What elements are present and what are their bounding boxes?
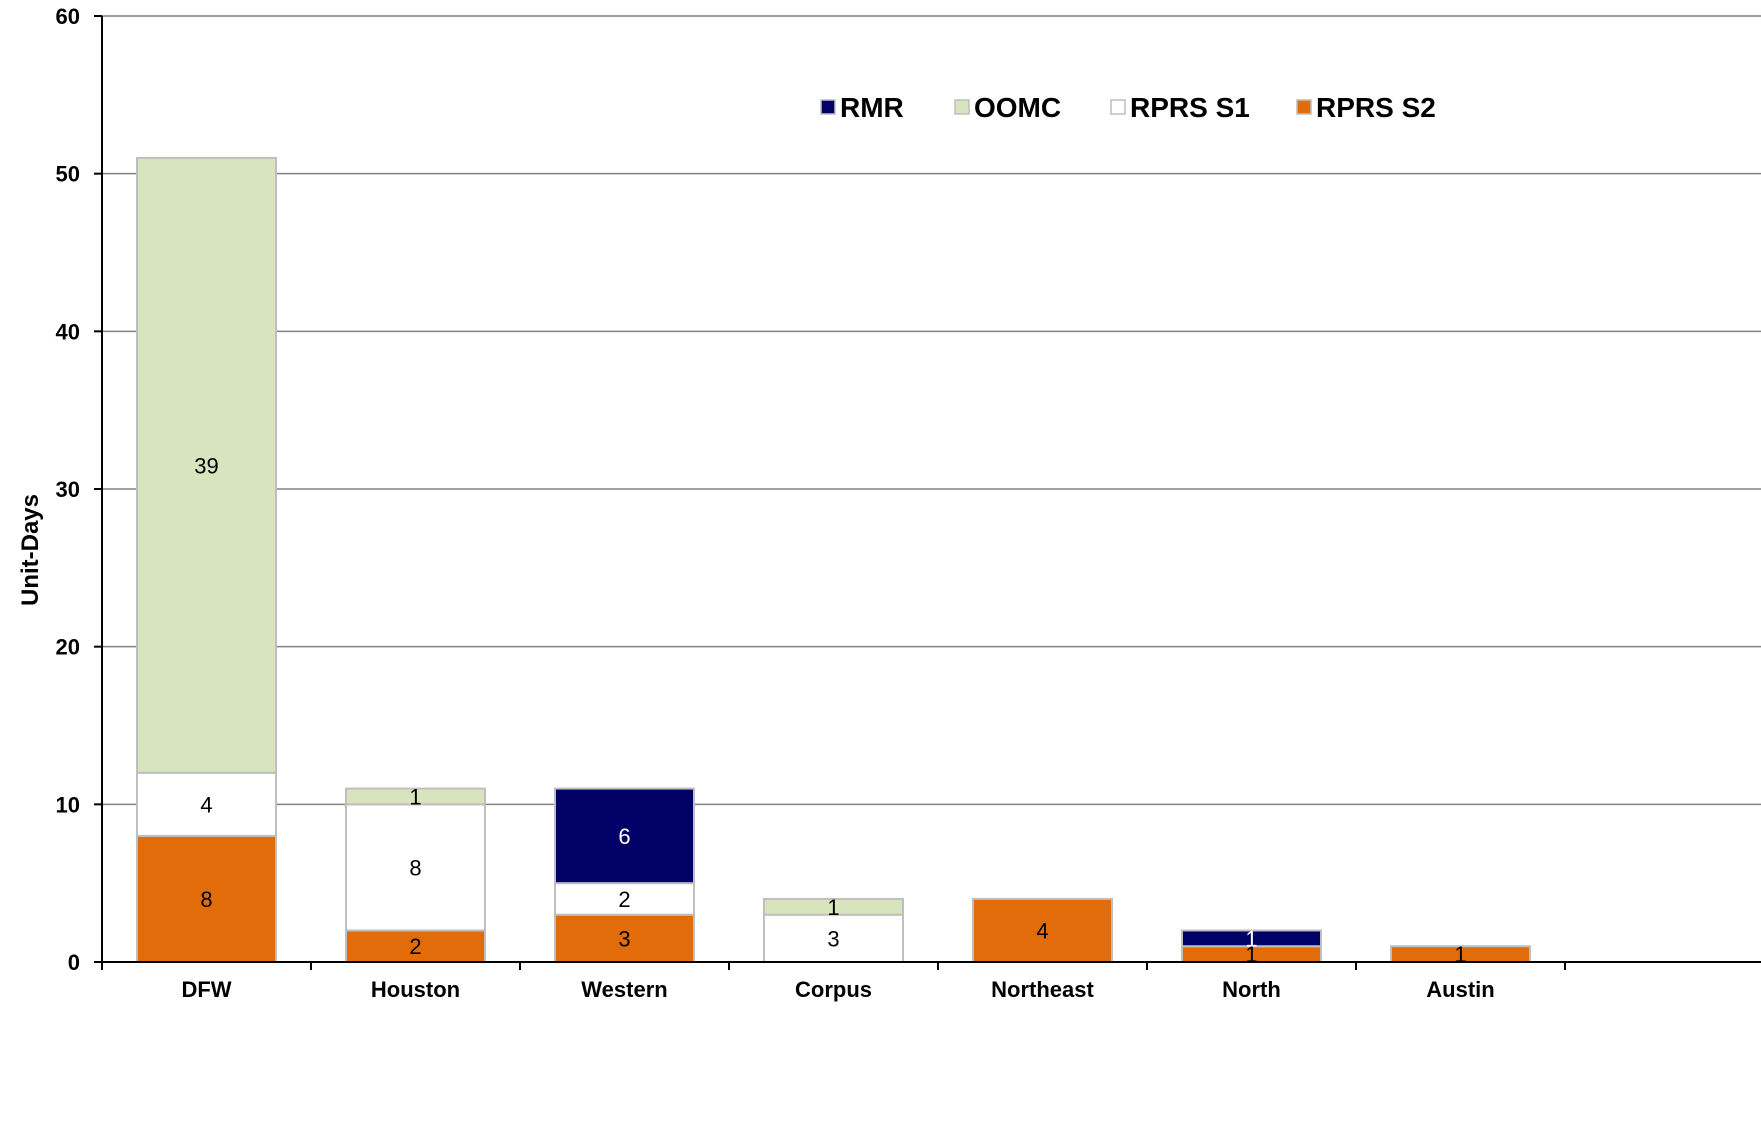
bar-segment bbox=[345, 803, 486, 932]
data-label: 3 bbox=[618, 926, 630, 951]
legend-label: RPRS S1 bbox=[1130, 92, 1250, 123]
data-label: 8 bbox=[409, 855, 421, 880]
legend-swatch bbox=[820, 99, 836, 115]
y-tick-label: 0 bbox=[68, 950, 80, 975]
legend-swatch bbox=[1110, 99, 1126, 115]
bar-segment bbox=[763, 897, 904, 916]
legend-swatch bbox=[954, 99, 970, 115]
x-tick-label: DFW bbox=[181, 977, 231, 1002]
y-tick-label: 60 bbox=[56, 4, 80, 29]
y-tick-label: 40 bbox=[56, 319, 80, 344]
x-tick-label: Corpus bbox=[795, 977, 872, 1002]
bar-segment bbox=[1181, 929, 1322, 948]
data-label: 8 bbox=[200, 887, 212, 912]
legend-label: OOMC bbox=[974, 92, 1061, 123]
data-label: 3 bbox=[827, 926, 839, 951]
bars bbox=[136, 156, 1531, 964]
legend-swatch bbox=[1296, 99, 1312, 115]
x-tick-label: Western bbox=[581, 977, 667, 1002]
bar-segment bbox=[972, 897, 1113, 964]
y-tick-label: 20 bbox=[56, 635, 80, 660]
y-tick-label: 50 bbox=[56, 162, 80, 187]
data-label: 4 bbox=[1036, 918, 1048, 943]
bar-segment bbox=[763, 913, 904, 964]
data-label: 2 bbox=[618, 887, 630, 912]
x-tick-label: North bbox=[1222, 977, 1281, 1002]
data-label: 1 bbox=[1245, 942, 1257, 967]
legend-label: RPRS S2 bbox=[1316, 92, 1436, 123]
x-tick-label: Northeast bbox=[991, 977, 1094, 1002]
axes: 0 10 20 30 40 50 60 DFW Houston Western Corpus Nort… bbox=[56, 4, 1761, 1002]
data-label: 39 bbox=[194, 453, 218, 478]
data-label: 1 bbox=[1454, 942, 1466, 967]
y-tick-label: 10 bbox=[56, 792, 80, 817]
bar-segment bbox=[554, 787, 695, 885]
data-label: 1 bbox=[1245, 926, 1257, 951]
data-label: 1 bbox=[409, 784, 421, 809]
data-label: 6 bbox=[618, 824, 630, 849]
y-tick-label: 30 bbox=[56, 477, 80, 502]
legend-label: RMR bbox=[840, 92, 904, 123]
x-tick-label: Houston bbox=[371, 977, 460, 1002]
gridlines bbox=[102, 15, 1761, 806]
bar-segment bbox=[136, 156, 277, 774]
data-label: 1 bbox=[827, 895, 839, 920]
legend: RMR OOMC RPRS S1 RPRS S2 bbox=[820, 92, 1436, 123]
y-axis-label: Unit-Days bbox=[17, 494, 44, 606]
bar-segment bbox=[136, 771, 277, 837]
data-label: 2 bbox=[409, 934, 421, 959]
data-label: 4 bbox=[200, 792, 212, 817]
bar-segment bbox=[345, 787, 486, 806]
x-tick-label: Austin bbox=[1426, 977, 1494, 1002]
